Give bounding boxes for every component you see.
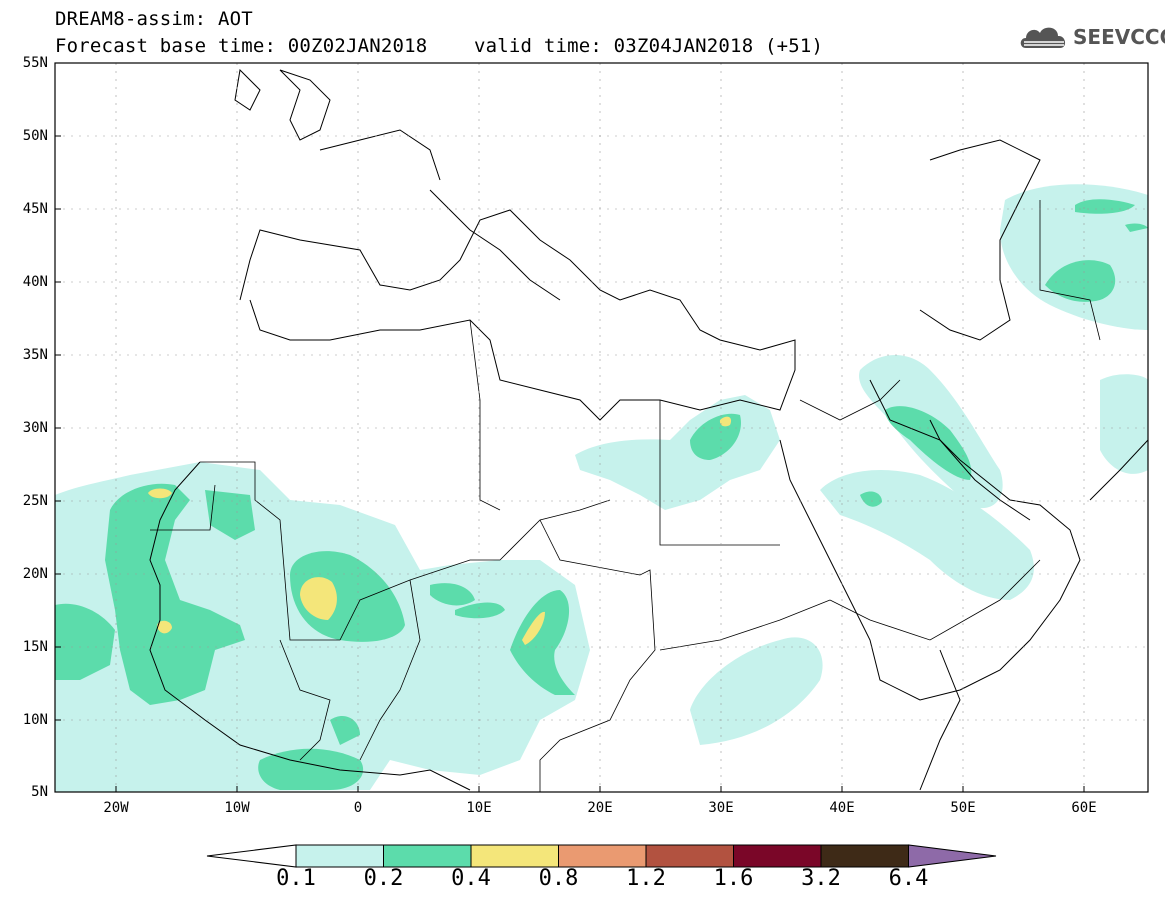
colorbar-over <box>908 844 997 868</box>
lon-label: 20W <box>103 800 129 816</box>
colorbar-bin-0.8 <box>558 844 647 868</box>
aot-level-0.2 <box>55 199 1148 790</box>
colorbar-bin-0.2 <box>383 844 472 868</box>
lon-label: 10W <box>224 800 250 816</box>
cloud-icon <box>1020 27 1066 48</box>
lat-label: 10N <box>22 712 48 728</box>
map-title: DREAM8-assim: AOT <box>55 8 253 30</box>
lon-label: 10E <box>466 800 492 816</box>
lat-label: 25N <box>22 493 48 509</box>
lon-label: 0 <box>353 800 363 816</box>
lon-label: 50E <box>950 800 976 816</box>
aot-level-0.4 <box>148 416 732 645</box>
lat-label: 20N <box>22 566 48 582</box>
colorbar-bin-1.2 <box>645 844 734 868</box>
colorbar-label: 3.2 <box>801 866 841 891</box>
colorbar-label: 0.4 <box>451 866 491 891</box>
lat-label: 55N <box>22 55 48 71</box>
graticule <box>55 63 1148 792</box>
colorbar <box>206 844 997 868</box>
seevccc-logo: SEEVCCC <box>1018 22 1165 52</box>
lat-label: 5N <box>31 784 48 800</box>
colorbar-label: 0.1 <box>276 866 316 891</box>
lat-label: 35N <box>22 347 48 363</box>
lat-label: 50N <box>22 128 48 144</box>
lat-label: 30N <box>22 420 48 436</box>
colorbar-under <box>206 844 297 868</box>
colorbar-bin-0.1 <box>295 844 384 868</box>
lat-label: 15N <box>22 639 48 655</box>
colorbar-label: 1.6 <box>713 866 754 891</box>
lat-label: 45N <box>22 201 48 217</box>
forecast-time-line: Forecast base time: 00Z02JAN2018 valid t… <box>55 35 824 57</box>
colorbar-label: 6.4 <box>888 866 929 891</box>
coastlines <box>149 68 1148 791</box>
lon-label: 40E <box>829 800 855 816</box>
country-borders <box>150 200 1101 792</box>
colorbar-bin-0.4 <box>470 844 559 868</box>
colorbar-bin-3.2 <box>820 844 909 868</box>
aot-contours <box>55 63 1148 792</box>
colorbar-label: 0.2 <box>363 866 404 891</box>
axis-ticks <box>55 62 1085 792</box>
lon-label: 20E <box>587 800 613 816</box>
lon-label: 60E <box>1071 800 1097 816</box>
colorbar-bin-1.6 <box>733 844 822 868</box>
logo-text: SEEVCCC <box>1073 25 1165 49</box>
lon-label: 30E <box>708 800 734 816</box>
colorbar-label: 1.2 <box>626 866 666 891</box>
colorbar-label: 0.8 <box>538 866 579 891</box>
lat-label: 40N <box>22 274 48 290</box>
